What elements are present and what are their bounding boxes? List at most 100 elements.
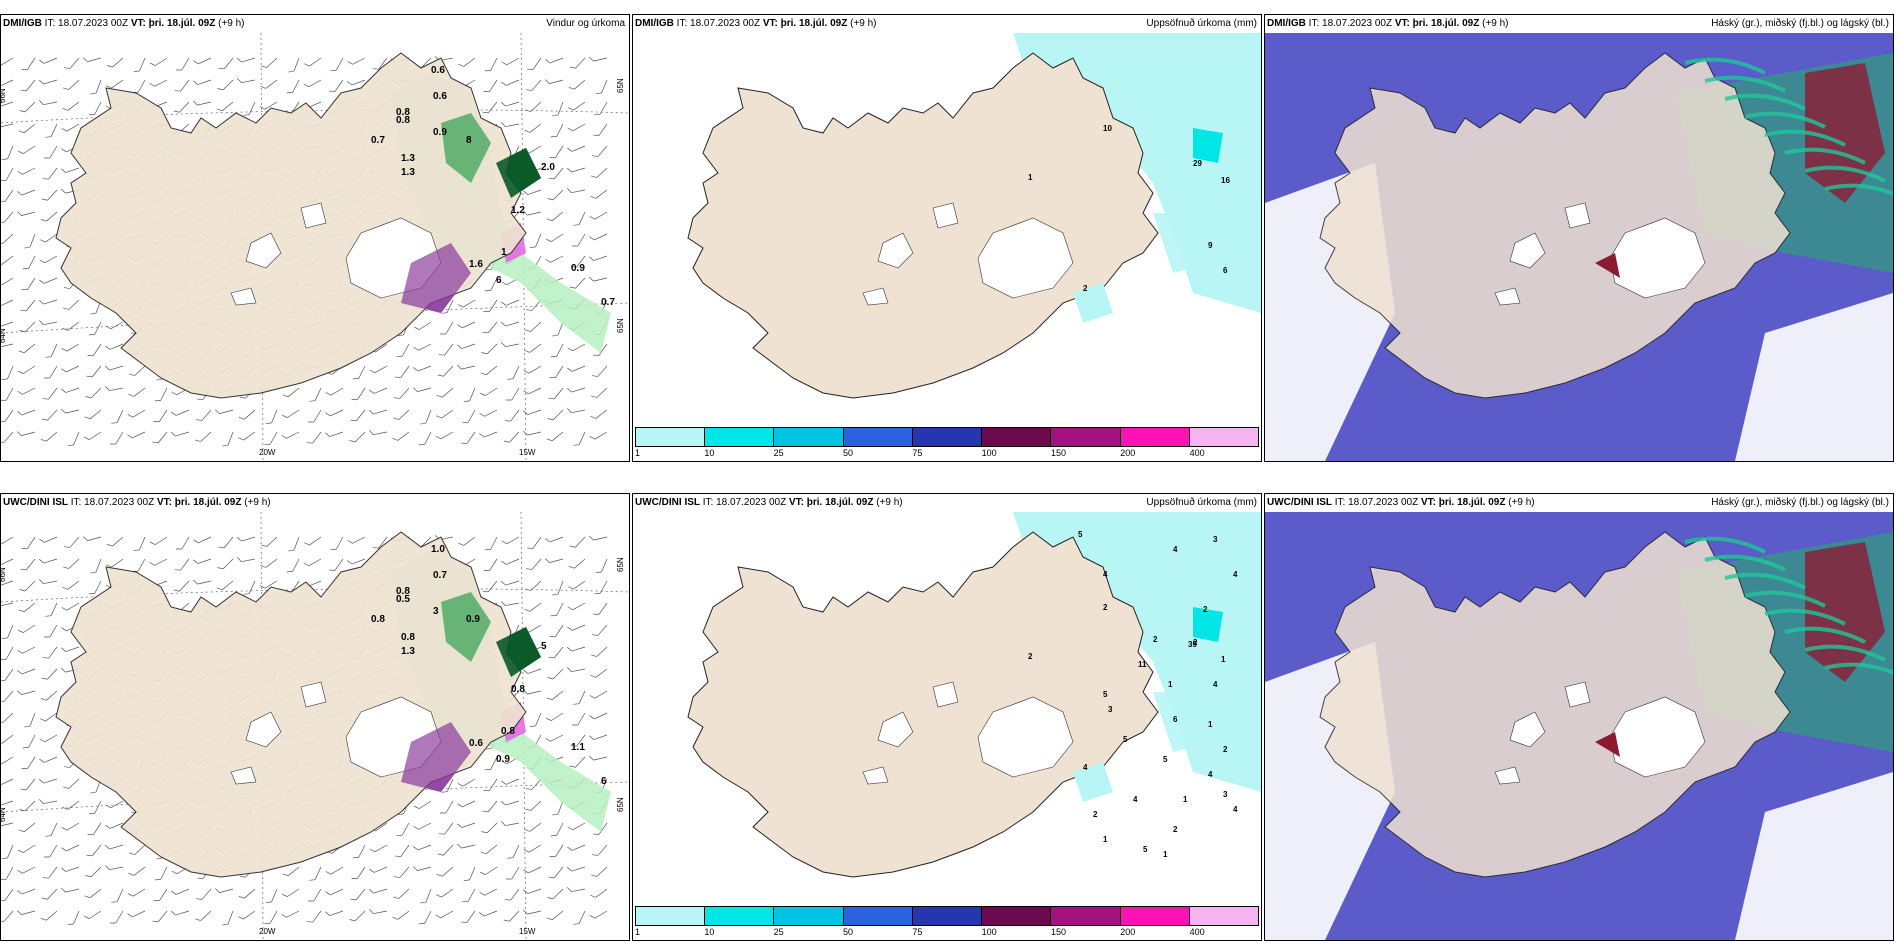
colorbar-swatch xyxy=(636,428,706,446)
lon-label: 20W xyxy=(259,448,276,457)
precip-value: 1.2 xyxy=(511,205,525,216)
run-info: UWC/DINI ISL IT: 18.07.2023 00Z VT: þri.… xyxy=(635,494,903,512)
precip-value: 0.5 xyxy=(396,594,410,605)
precip-value: 1.3 xyxy=(401,646,415,657)
iceland-map: 66N 64N 65N 65N 20W 15W 1.0 0.7 0.5 3 0.8 0.8 0.9 1.3… xyxy=(1,512,629,940)
product-title: Vindur og úrkoma xyxy=(546,18,625,29)
lat-label: 64N xyxy=(1,807,7,822)
lead-time: (+9 h) xyxy=(1482,18,1509,29)
init-time: IT: 18.07.2023 00Z xyxy=(1308,18,1393,29)
precip-value: 0.9 xyxy=(433,127,447,138)
precip-value: 0.6 xyxy=(469,738,483,749)
init-time: IT: 18.07.2023 00Z xyxy=(44,18,129,29)
accum-value: 2 xyxy=(1173,825,1178,834)
colorbar-tick: 25 xyxy=(773,448,784,458)
accum-value: 4 xyxy=(1173,545,1178,554)
colorbar-swatch xyxy=(982,907,1052,925)
map-area: 66N 64N 65N 65N 20W 15W 1.0 0.7 0.5 3 0.8 0.8 0.9 1.3… xyxy=(1,512,629,940)
run-info: DMI/IGB IT: 18.07.2023 00Z VT: þri. 18.j… xyxy=(635,15,877,33)
panel-header: UWC/DINI ISL IT: 18.07.2023 00Z VT: þri.… xyxy=(1265,494,1893,512)
valid-time: VT: þri. 18.júl. 09Z xyxy=(762,18,848,29)
colorbar-swatch xyxy=(636,907,706,925)
colorbar xyxy=(635,906,1259,926)
accum-value: 1 xyxy=(1183,795,1188,804)
precip-value: 0.8 xyxy=(396,107,410,118)
accum-value: 2 xyxy=(1223,745,1228,754)
colorbar-tick: 75 xyxy=(912,448,923,458)
accum-value: 4 xyxy=(1133,795,1138,804)
accum-value: 4 xyxy=(1233,805,1238,814)
precip-value: 0.9 xyxy=(466,614,480,625)
accum-value: 39 xyxy=(1188,640,1197,649)
precip-value: 1.6 xyxy=(469,259,483,270)
precip-value: 6 xyxy=(496,275,502,286)
accum-value: 2 xyxy=(1083,284,1088,293)
run-info: DMI/IGB IT: 18.07.2023 00Z VT: þri. 18.j… xyxy=(1267,15,1509,33)
precip-value: 6 xyxy=(601,776,607,787)
valid-time: VT: þri. 18.júl. 09Z xyxy=(1420,497,1506,508)
lead-time: (+9 h) xyxy=(244,497,271,508)
colorbar-tick: 200 xyxy=(1120,448,1136,458)
colorbar-swatch xyxy=(912,428,983,446)
product-title: Uppsöfnuð úrkoma (mm) xyxy=(1146,18,1257,29)
colorbar-tick: 50 xyxy=(842,927,853,937)
lead-time: (+9 h) xyxy=(218,18,245,29)
precip-value: 0.8 xyxy=(396,115,410,126)
colorbar-tick: 150 xyxy=(1050,927,1066,937)
lead-time: (+9 h) xyxy=(876,497,903,508)
model-name: UWC/DINI ISL xyxy=(1267,497,1332,508)
panel-header: UWC/DINI ISL IT: 18.07.2023 00Z VT: þri.… xyxy=(1,494,629,512)
colorbar-tick: 150 xyxy=(1050,448,1066,458)
lead-time: (+9 h) xyxy=(850,18,877,29)
valid-time: VT: þri. 18.júl. 09Z xyxy=(156,497,242,508)
colorbar-tick: 10 xyxy=(704,448,715,458)
accum-value: 16 xyxy=(1221,176,1230,185)
panel-dmi-accum: DMI/IGB IT: 18.07.2023 00Z VT: þri. 18.j… xyxy=(632,14,1262,462)
lat-label: 66N xyxy=(1,88,7,103)
run-info: DMI/IGB IT: 18.07.2023 00Z VT: þri. 18.j… xyxy=(3,15,245,33)
precip-value: 2.0 xyxy=(541,162,555,173)
precip-value: 0.6 xyxy=(431,65,445,76)
colorbar-swatch xyxy=(1120,428,1190,446)
accum-value: 5 xyxy=(1123,735,1128,744)
init-time: IT: 18.07.2023 00Z xyxy=(676,18,761,29)
panel-header: DMI/IGB IT: 18.07.2023 00Z VT: þri. 18.j… xyxy=(1265,15,1893,33)
accum-value: 4 xyxy=(1103,570,1108,579)
precip-value: 0.7 xyxy=(601,297,615,308)
product-title: Háský (gr.), miðský (fj.bl.) og lágský (… xyxy=(1711,497,1889,508)
precip-value: 0.8 xyxy=(511,684,525,695)
precip-value: 0.7 xyxy=(371,135,385,146)
precip-value: 0.8 xyxy=(501,726,515,737)
colorbar xyxy=(635,427,1259,447)
accum-value: 4 xyxy=(1213,680,1218,689)
lat-label: 64N xyxy=(1,328,7,343)
colorbar-tick: 100 xyxy=(981,448,997,458)
precip-value: 5 xyxy=(541,641,547,652)
precip-value: 1 xyxy=(501,247,507,258)
lead-time: (+9 h) xyxy=(1508,497,1535,508)
precip-value: 8 xyxy=(466,135,472,146)
panel-uwc-cloud: UWC/DINI ISL IT: 18.07.2023 00Z VT: þri.… xyxy=(1264,493,1894,941)
accum-value: 5 xyxy=(1163,755,1168,764)
colorbar-swatch xyxy=(705,428,775,446)
colorbar-swatch xyxy=(982,428,1052,446)
colorbar-swatch xyxy=(912,907,983,925)
precip-value: 3 xyxy=(433,606,439,617)
accum-value: 4 xyxy=(1233,570,1238,579)
accum-value: 11 xyxy=(1138,660,1147,669)
precip-value: 1.0 xyxy=(431,544,445,555)
init-time: IT: 18.07.2023 00Z xyxy=(702,497,787,508)
accum-value: 2 xyxy=(1103,603,1108,612)
run-info: UWC/DINI ISL IT: 18.07.2023 00Z VT: þri.… xyxy=(1267,494,1535,512)
colorbar-tick: 1 xyxy=(635,448,641,458)
map-area: 10 1 29 16 9 6 2 xyxy=(633,33,1261,461)
model-name: DMI/IGB xyxy=(3,18,42,29)
accum-value: 9 xyxy=(1208,241,1213,250)
accum-value: 1 xyxy=(1103,835,1108,844)
model-name: DMI/IGB xyxy=(635,18,674,29)
run-info: UWC/DINI ISL IT: 18.07.2023 00Z VT: þri.… xyxy=(3,494,271,512)
panel-dmi-cloud: DMI/IGB IT: 18.07.2023 00Z VT: þri. 18.j… xyxy=(1264,14,1894,462)
lon-label: 15W xyxy=(519,448,536,457)
accum-value: 10 xyxy=(1103,124,1112,133)
